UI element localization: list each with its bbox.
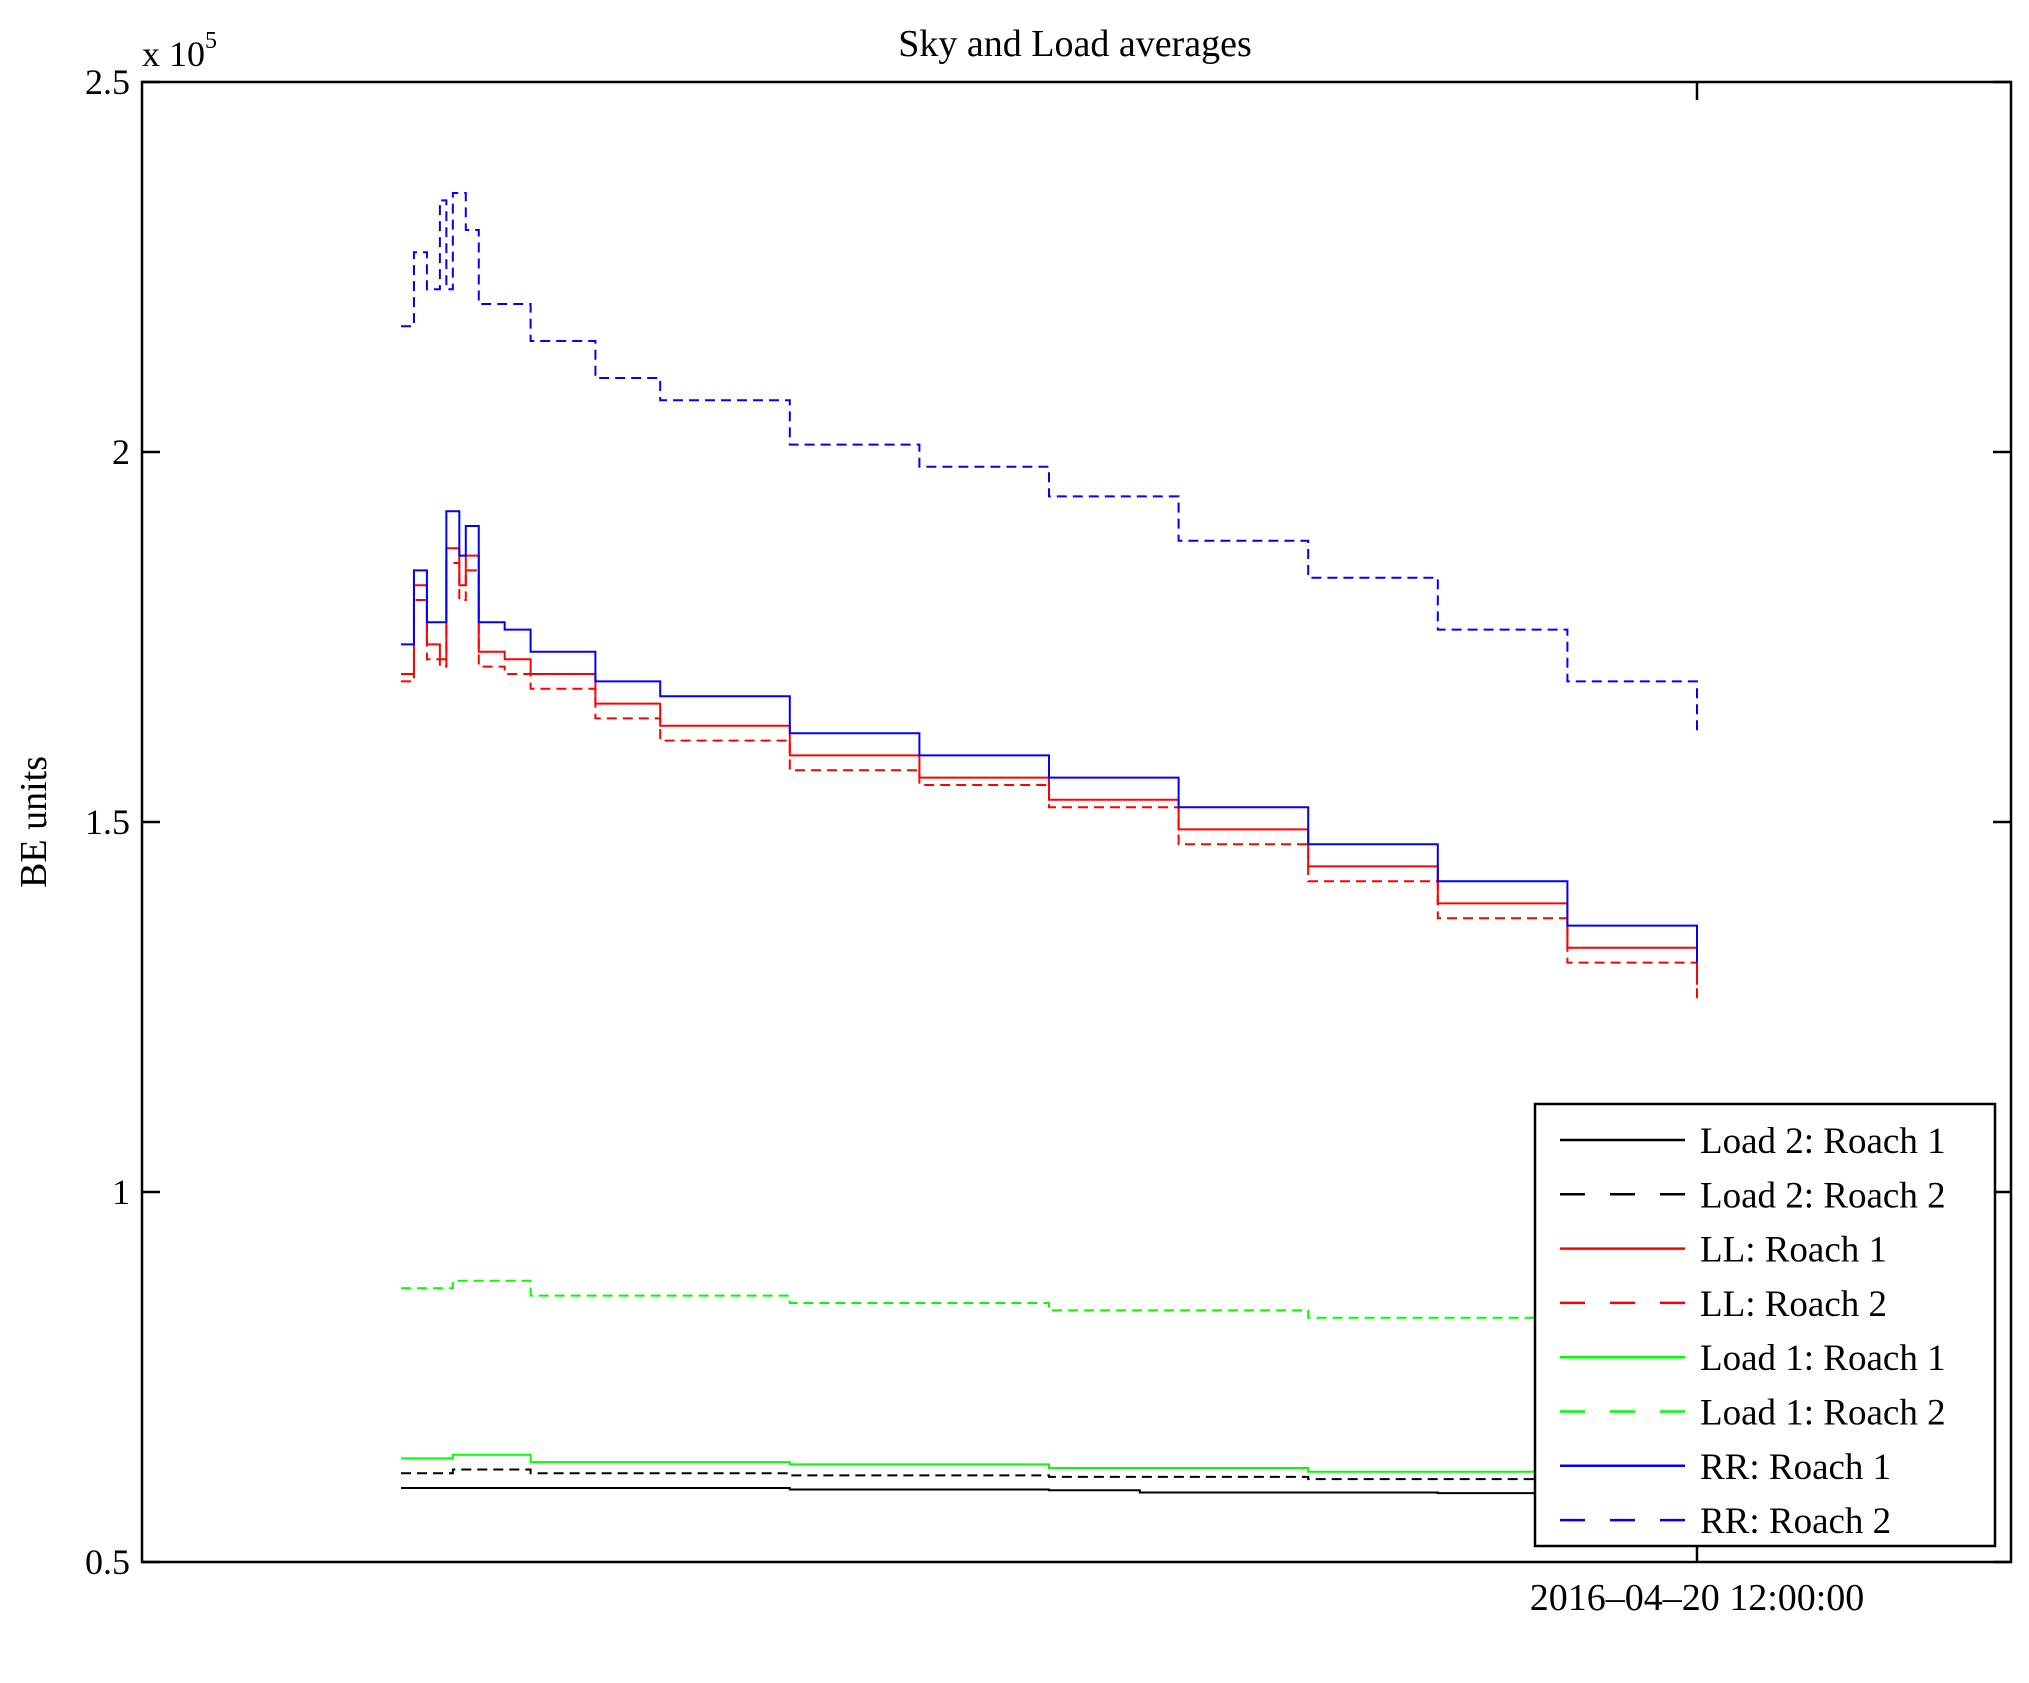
legend-label-0: Load 2: Roach 1 (1700, 1121, 1946, 1162)
y-tick-label: 1 (112, 1172, 130, 1212)
series-line-0 (401, 1487, 1698, 1496)
series-line-3 (401, 562, 1698, 1000)
legend-label-3: LL: Roach 2 (1700, 1284, 1887, 1325)
legend: Load 2: Roach 1 Load 2: Roach 2 LL: Roach … (1533, 1102, 1997, 1548)
series-line-1 (401, 1468, 1698, 1485)
series-layer (401, 192, 1698, 1496)
series-line-5 (401, 1279, 1698, 1327)
legend-label-4: Load 1: Roach 1 (1700, 1338, 1946, 1379)
legend-label-1: Load 2: Roach 2 (1700, 1175, 1946, 1216)
y-multiplier-exponent: 5 (205, 28, 217, 54)
chart-title: Sky and Load averages (898, 23, 1252, 65)
y-tick-label: 2 (112, 432, 130, 472)
y-multiplier-base: x 10 (142, 34, 205, 74)
legend-label-2: LL: Roach 1 (1700, 1230, 1887, 1271)
y-multiplier: x 105 (142, 28, 217, 74)
y-tick-label: 2.5 (85, 62, 130, 102)
series-line-6 (401, 510, 1698, 963)
series-line-7 (401, 192, 1698, 734)
x-tick-label: 2016–04–20 12:00:00 (1530, 1577, 1865, 1619)
axes: 0.5 1 1.5 2 2.5 2016–04–20 12:00:00 (85, 62, 2013, 1619)
legend-box (1533, 1102, 1997, 1548)
legend-label-5: Load 1: Roach 2 (1700, 1393, 1946, 1434)
y-tick-label: 0.5 (85, 1542, 130, 1582)
legend-label-7: RR: Roach 2 (1700, 1501, 1891, 1542)
y-tick-label: 1.5 (85, 802, 130, 842)
legend-label-6: RR: Roach 1 (1700, 1447, 1891, 1488)
y-axis-label: BE units (13, 756, 55, 888)
